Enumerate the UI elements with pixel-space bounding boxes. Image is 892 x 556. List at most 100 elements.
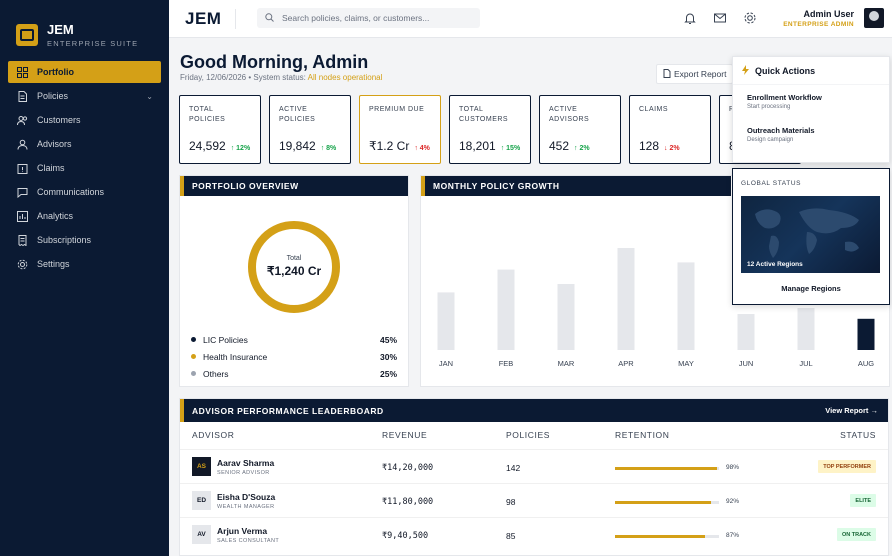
donut-value: ₹1,240 Cr	[267, 264, 322, 278]
top-logo[interactable]: JEM	[185, 9, 222, 28]
sidebar: JEM ENTERPRISE SUITE Portfolio Policies …	[0, 0, 169, 556]
trend-arrow-icon: ↓	[664, 145, 670, 152]
bar-jan[interactable]	[437, 292, 455, 350]
kpi-card[interactable]: TOTAL POLICIES 24,592 ↑ 12%	[179, 95, 261, 164]
kpi-value-row: 452 ↑ 2%	[549, 139, 590, 153]
x-tick-label: APR	[618, 359, 634, 368]
kpi-label: R	[729, 105, 791, 129]
x-tick-label: JUN	[739, 359, 754, 368]
sidebar-nav: Portfolio Policies ⌄ Customers Advisors …	[0, 61, 169, 275]
kpi-card[interactable]: TOTAL CUSTOMERS 18,201 ↑ 15%	[449, 95, 531, 164]
sidebar-item-analytics[interactable]: Analytics	[8, 205, 161, 227]
bar-feb[interactable]	[497, 269, 515, 350]
advisor-revenue: ₹14,20,000	[382, 463, 434, 473]
brand-name: JEM	[47, 21, 74, 37]
sidebar-item-portfolio[interactable]: Portfolio	[8, 61, 161, 83]
sidebar-item-label: Settings	[37, 259, 70, 269]
global-status-panel: GLOBAL STATUS 12 Active Regions Manage R…	[732, 168, 890, 305]
kpi-delta: ↑ 15%	[501, 145, 520, 152]
sidebar-item-label: Portfolio	[37, 67, 74, 77]
portfolio-legend: LIC Policies 45% Health Insurance 30% Others…	[191, 331, 397, 382]
status-badge: ELITE	[850, 494, 876, 507]
status-badge: TOP PERFORMER	[818, 460, 876, 473]
sidebar-item-customers[interactable]: Customers	[8, 109, 161, 131]
sidebar-item-communications[interactable]: Communications	[8, 181, 161, 203]
document-icon	[17, 90, 28, 102]
sidebar-item-label: Advisors	[37, 139, 72, 149]
x-tick-label: MAY	[678, 359, 694, 368]
user-info[interactable]: Admin User ENTERPRISE ADMIN	[783, 9, 854, 28]
quick-action-outreach[interactable]: Outreach Materials Design campaign	[733, 118, 889, 151]
bar-jun[interactable]	[737, 314, 755, 350]
search-box[interactable]	[257, 8, 480, 28]
page-title: Good Morning, Admin	[180, 52, 369, 72]
portfolio-donut: Total ₹1,240 Cr	[247, 220, 341, 314]
sidebar-item-policies[interactable]: Policies ⌄	[8, 85, 161, 107]
sidebar-item-settings[interactable]: Settings	[8, 253, 161, 275]
grid-icon	[17, 66, 28, 78]
kpi-card[interactable]: PREMIUM DUE ₹1.2 Cr ↑ 4%	[359, 95, 441, 164]
kpi-label: ACTIVE POLICIES	[279, 106, 316, 123]
trend-arrow-icon: ↑	[574, 145, 580, 152]
kpi-label: TOTAL POLICIES	[189, 106, 226, 123]
bar-mar[interactable]	[557, 284, 575, 350]
top-icons	[683, 11, 757, 25]
legend-name: Others	[203, 368, 229, 379]
quick-action-title: Outreach Materials	[747, 126, 815, 135]
kpi-card[interactable]: CLAIMS 128 ↓ 2%	[629, 95, 711, 164]
legend-pct: 45%	[379, 334, 397, 345]
x-tick-label: JUL	[799, 359, 812, 368]
export-report-button[interactable]: Export Report	[656, 64, 734, 84]
search-input[interactable]	[282, 13, 462, 23]
kpi-delta: ↓ 2%	[664, 145, 680, 152]
sidebar-item-label: Policies	[37, 91, 69, 101]
sidebar-item-label: Customers	[37, 115, 81, 125]
table-row[interactable]: ED Eisha D'Souza WEALTH MANAGER ₹11,80,000 9…	[180, 483, 888, 517]
sidebar-item-subscriptions[interactable]: Subscriptions	[8, 229, 161, 251]
sidebar-item-label: Claims	[37, 163, 65, 173]
quick-action-enrollment[interactable]: Enrollment Workflow Start processing	[733, 85, 889, 118]
brand[interactable]: JEM ENTERPRISE SUITE	[0, 0, 169, 54]
kpi-delta: ↑ 4%	[414, 145, 430, 152]
legend-item: LIC Policies 45%	[191, 331, 397, 348]
kpi-value: 19,842	[279, 139, 316, 153]
col-revenue: REVENUE	[382, 430, 428, 440]
trend-arrow-icon: ↑	[320, 145, 327, 152]
legend-item: Health Insurance 30%	[191, 348, 397, 365]
table-row[interactable]: AS Aarav Sharma SENIOR ADVISOR ₹14,20,000 14…	[180, 449, 888, 483]
claims-icon	[17, 163, 28, 174]
search-icon	[265, 9, 274, 27]
status-value: All nodes operational	[307, 73, 383, 82]
legend-pct: 30%	[379, 351, 397, 362]
view-report-link[interactable]: View Report →	[825, 406, 878, 415]
chat-icon	[17, 187, 28, 198]
legend-dot	[191, 371, 196, 376]
col-policies: POLICIES	[506, 430, 551, 440]
active-regions-label: 12 Active Regions	[747, 261, 803, 268]
bar-jul[interactable]	[797, 308, 815, 350]
kpi-card[interactable]: ACTIVE ADVISORS 452 ↑ 2%	[539, 95, 621, 164]
col-advisor: ADVISOR	[192, 430, 235, 440]
monthly-growth-title: MONTHLY POLICY GROWTH	[421, 176, 731, 196]
world-map[interactable]: 12 Active Regions	[741, 196, 880, 273]
manage-regions-button[interactable]: Manage Regions	[781, 284, 841, 293]
bar-apr[interactable]	[617, 248, 635, 350]
portfolio-overview-title: PORTFOLIO OVERVIEW	[180, 176, 408, 196]
divider	[235, 9, 236, 29]
bar-may[interactable]	[677, 262, 695, 350]
sidebar-item-advisors[interactable]: Advisors	[8, 133, 161, 155]
kpi-card[interactable]: ACTIVE POLICIES 19,842 ↑ 8%	[269, 95, 351, 164]
bar-aug[interactable]	[857, 318, 875, 350]
global-status-title: GLOBAL STATUS	[741, 180, 802, 187]
kpi-value-row: 19,842 ↑ 8%	[279, 139, 336, 153]
chevron-down-icon[interactable]: ⌄	[146, 91, 153, 101]
legend-name: LIC Policies	[203, 334, 248, 345]
bell-icon[interactable]	[683, 11, 697, 25]
avatar[interactable]	[864, 8, 884, 28]
sidebar-item-claims[interactable]: Claims	[8, 157, 161, 179]
mail-icon[interactable]	[713, 11, 727, 25]
advisor-title: SALES CONSULTANT	[217, 538, 280, 544]
table-row[interactable]: AV Arjun Verma SALES CONSULTANT ₹9,40,500 85…	[180, 517, 888, 551]
gear-icon[interactable]	[743, 11, 757, 25]
kpi-value: 18,201	[459, 139, 496, 153]
